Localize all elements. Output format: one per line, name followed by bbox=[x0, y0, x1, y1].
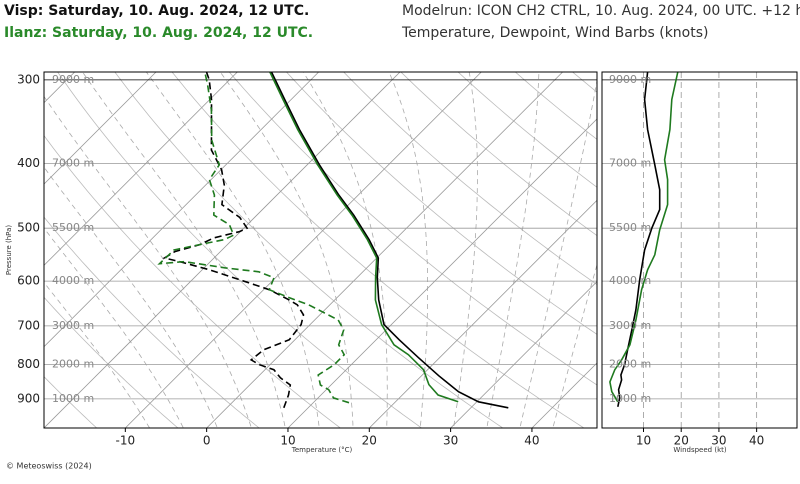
y-tick-label: 800 bbox=[17, 357, 40, 371]
dry-adiabat bbox=[740, 27, 800, 444]
x-tick-label: 10 bbox=[636, 434, 651, 448]
y-tick-label: 300 bbox=[17, 72, 40, 86]
y-tick-label: 600 bbox=[17, 274, 40, 288]
altitude-label: 3000 m bbox=[609, 319, 651, 332]
altitude-label: 1000 m bbox=[52, 392, 94, 405]
temperature-line bbox=[272, 72, 509, 408]
isotherm bbox=[451, 72, 800, 428]
dry-adiabat bbox=[0, 27, 361, 444]
moist-adiabat bbox=[0, 27, 224, 444]
dry-adiabat bbox=[576, 27, 800, 444]
altitude-label: 1000 m bbox=[609, 392, 651, 405]
dry-adiabat bbox=[0, 27, 196, 444]
moist-adiabat bbox=[273, 27, 387, 444]
dry-adiabat bbox=[630, 27, 800, 444]
skewt-plot bbox=[0, 27, 800, 444]
altitude-label: 7000 m bbox=[52, 156, 94, 169]
dry-adiabat bbox=[466, 27, 800, 444]
altitude-label: 5500 m bbox=[609, 221, 651, 234]
y-tick-label: 400 bbox=[17, 156, 40, 170]
x-tick-label: 10 bbox=[280, 434, 295, 448]
y-tick-label: 700 bbox=[17, 318, 40, 332]
model-run: Modelrun: ICON CH2 CTRL, 10. Aug. 2024, … bbox=[402, 3, 800, 19]
altitude-label: 9000 m bbox=[52, 73, 94, 86]
dry-adiabat bbox=[521, 27, 800, 444]
footer: © Meteoswiss (2024) bbox=[6, 462, 92, 471]
plot-frame bbox=[602, 72, 797, 428]
altitude-label: 3000 m bbox=[52, 319, 94, 332]
y-axis-label: Pressure (hPa) bbox=[5, 225, 13, 275]
subtitle: Temperature, Dewpoint, Wind Barbs (knots… bbox=[401, 25, 709, 41]
dry-adiabat bbox=[411, 27, 800, 444]
dry-adiabat bbox=[302, 27, 800, 444]
altitude-label: 4000 m bbox=[609, 274, 651, 287]
isotherm bbox=[0, 72, 319, 428]
header-line-1: Visp: Saturday, 10. Aug. 2024, 12 UTC. bbox=[4, 3, 309, 19]
y-tick-label: 900 bbox=[17, 391, 40, 405]
dry-adiabat bbox=[192, 27, 691, 444]
isotherm bbox=[288, 72, 644, 428]
x-tick-label: 20 bbox=[362, 434, 377, 448]
x-tick-label: 0 bbox=[203, 434, 211, 448]
dry-adiabat bbox=[83, 27, 526, 444]
plot-frame bbox=[44, 72, 597, 428]
moist-adiabat bbox=[0, 27, 158, 444]
altitude-label: 5500 m bbox=[52, 221, 94, 234]
isotherm bbox=[369, 72, 725, 428]
altitude-label: 2000 m bbox=[52, 358, 94, 371]
wind-plot bbox=[602, 72, 797, 428]
x-tick-label: 40 bbox=[749, 434, 764, 448]
dewpoint-line bbox=[164, 72, 303, 408]
isotherm bbox=[532, 72, 800, 428]
isotherm bbox=[207, 72, 563, 428]
x-tick-label: -10 bbox=[116, 434, 136, 448]
altitude-label: 4000 m bbox=[52, 274, 94, 287]
axes: -10 0 10 20 30 40 300 9000 m 9000 m 400 7000 m 7000… bbox=[17, 72, 797, 448]
isotherm bbox=[0, 72, 156, 428]
x-tick-label: 20 bbox=[674, 434, 689, 448]
dry-adiabat bbox=[247, 27, 773, 444]
y-tick-label: 500 bbox=[17, 221, 40, 235]
altitude-label: 7000 m bbox=[609, 156, 651, 169]
x-tick-label: 30 bbox=[443, 434, 458, 448]
x-tick-label: 40 bbox=[524, 434, 539, 448]
altitude-label: 2000 m bbox=[609, 358, 651, 371]
x-axis-label: Temperature (°C) bbox=[291, 446, 353, 454]
moist-adiabat bbox=[188, 27, 354, 444]
header-line-2: Ilanz: Saturday, 10. Aug. 2024, 12 UTC. bbox=[4, 25, 313, 41]
dry-adiabat bbox=[685, 27, 800, 444]
altitude-label: 9000 m bbox=[609, 73, 651, 86]
x-tick-label: 30 bbox=[711, 434, 726, 448]
isotherm bbox=[44, 72, 400, 428]
